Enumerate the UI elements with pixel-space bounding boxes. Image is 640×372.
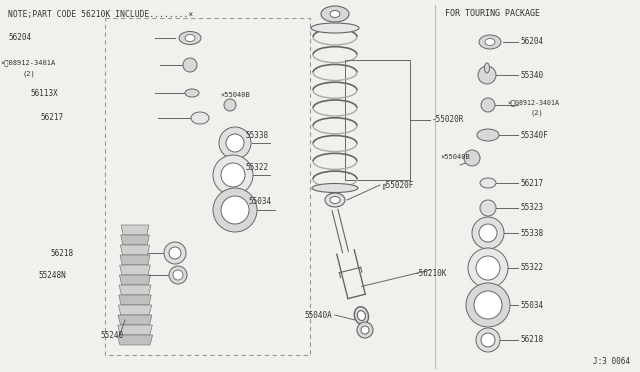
Circle shape bbox=[173, 270, 183, 280]
Circle shape bbox=[221, 163, 245, 187]
Ellipse shape bbox=[311, 23, 359, 33]
Polygon shape bbox=[120, 265, 150, 275]
Polygon shape bbox=[118, 305, 152, 315]
Text: ×55040B: ×55040B bbox=[220, 92, 250, 98]
Ellipse shape bbox=[480, 178, 496, 188]
Ellipse shape bbox=[185, 35, 195, 42]
Circle shape bbox=[474, 291, 502, 319]
Text: ×ⓝ08912-3401A: ×ⓝ08912-3401A bbox=[508, 100, 560, 106]
Circle shape bbox=[357, 322, 373, 338]
Text: -56210K: -56210K bbox=[415, 269, 447, 278]
Circle shape bbox=[219, 127, 251, 159]
Text: (2): (2) bbox=[22, 71, 35, 77]
Circle shape bbox=[213, 155, 253, 195]
Ellipse shape bbox=[477, 129, 499, 141]
Ellipse shape bbox=[330, 10, 340, 17]
Text: 55034: 55034 bbox=[520, 301, 543, 310]
Text: 55338: 55338 bbox=[245, 131, 268, 140]
Ellipse shape bbox=[321, 6, 349, 22]
Text: 55340F: 55340F bbox=[520, 131, 548, 140]
Circle shape bbox=[361, 326, 369, 334]
Polygon shape bbox=[119, 285, 151, 295]
Text: 56113X: 56113X bbox=[30, 89, 58, 97]
Circle shape bbox=[478, 66, 496, 84]
Text: FOR TOURING PACKAGE: FOR TOURING PACKAGE bbox=[445, 10, 540, 19]
Text: (2): (2) bbox=[530, 110, 543, 116]
Text: 55322: 55322 bbox=[520, 263, 543, 273]
Circle shape bbox=[476, 256, 500, 280]
Ellipse shape bbox=[179, 32, 201, 45]
Text: J:3 0064: J:3 0064 bbox=[593, 357, 630, 366]
Ellipse shape bbox=[479, 35, 501, 49]
Circle shape bbox=[481, 98, 495, 112]
Circle shape bbox=[213, 188, 257, 232]
Polygon shape bbox=[118, 295, 151, 305]
Polygon shape bbox=[118, 315, 152, 325]
Circle shape bbox=[464, 150, 480, 166]
Text: 55322: 55322 bbox=[245, 163, 268, 171]
Ellipse shape bbox=[357, 311, 365, 321]
Circle shape bbox=[468, 248, 508, 288]
Circle shape bbox=[164, 242, 186, 264]
Circle shape bbox=[169, 266, 187, 284]
Circle shape bbox=[224, 99, 236, 111]
Circle shape bbox=[226, 134, 244, 152]
Polygon shape bbox=[121, 225, 149, 235]
Circle shape bbox=[472, 217, 504, 249]
Circle shape bbox=[221, 196, 249, 224]
Circle shape bbox=[476, 328, 500, 352]
Text: 56204: 56204 bbox=[520, 38, 543, 46]
Ellipse shape bbox=[312, 183, 358, 192]
Text: 56204: 56204 bbox=[8, 33, 31, 42]
Text: 56217: 56217 bbox=[40, 113, 63, 122]
Ellipse shape bbox=[355, 307, 369, 324]
Text: 56218: 56218 bbox=[50, 248, 73, 257]
Text: 56218: 56218 bbox=[520, 336, 543, 344]
Circle shape bbox=[480, 200, 496, 216]
Ellipse shape bbox=[330, 196, 340, 203]
Text: 56217: 56217 bbox=[520, 179, 543, 187]
Text: 55338: 55338 bbox=[520, 228, 543, 237]
Text: ×ⓝ08912-3401A: ×ⓝ08912-3401A bbox=[0, 60, 55, 66]
Text: ╔55020F: ╔55020F bbox=[382, 180, 414, 189]
Circle shape bbox=[479, 224, 497, 242]
Text: 55248N: 55248N bbox=[38, 270, 66, 279]
Polygon shape bbox=[119, 275, 150, 285]
Ellipse shape bbox=[185, 89, 199, 97]
Text: ×55040B: ×55040B bbox=[440, 154, 470, 160]
Polygon shape bbox=[120, 245, 150, 255]
Text: 55040A: 55040A bbox=[304, 311, 332, 320]
Polygon shape bbox=[118, 325, 152, 335]
Text: -55020R: -55020R bbox=[432, 115, 465, 125]
Polygon shape bbox=[120, 255, 150, 265]
Circle shape bbox=[466, 283, 510, 327]
Circle shape bbox=[169, 247, 181, 259]
Ellipse shape bbox=[485, 38, 495, 45]
Text: 55034: 55034 bbox=[248, 198, 271, 206]
Text: NOTE;PART CODE 56210K INCLUDE........×: NOTE;PART CODE 56210K INCLUDE........× bbox=[8, 10, 193, 19]
Text: 55340: 55340 bbox=[520, 71, 543, 80]
Text: 55240: 55240 bbox=[100, 330, 123, 340]
Ellipse shape bbox=[191, 112, 209, 124]
Polygon shape bbox=[121, 235, 149, 245]
Polygon shape bbox=[117, 335, 153, 345]
Ellipse shape bbox=[325, 193, 345, 207]
Text: 55323: 55323 bbox=[520, 203, 543, 212]
Circle shape bbox=[481, 333, 495, 347]
Circle shape bbox=[183, 58, 197, 72]
Ellipse shape bbox=[484, 63, 490, 73]
